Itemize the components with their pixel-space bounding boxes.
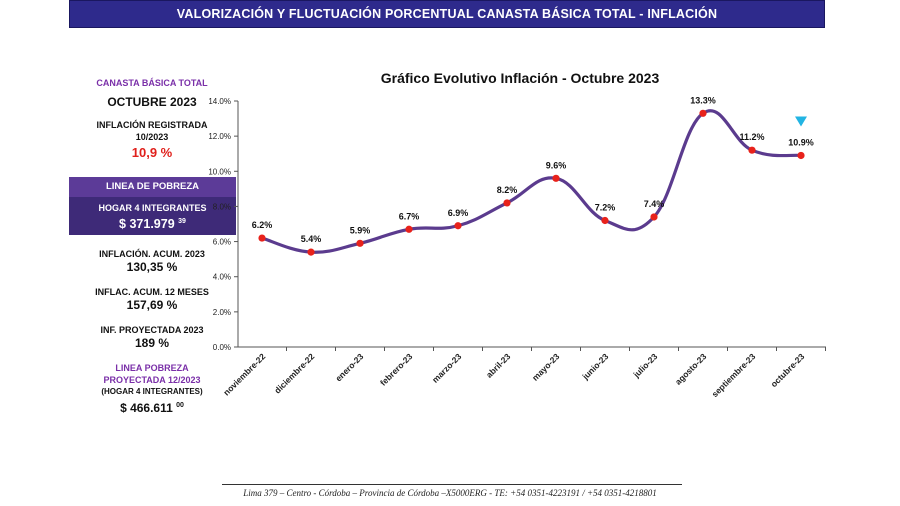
- y-tick-label: 6.0%: [213, 238, 231, 247]
- data-label: 7.4%: [644, 199, 665, 209]
- y-tick-label: 10.0%: [208, 167, 231, 176]
- summary-sidebar: CANASTA BÁSICA TOTAL OCTUBRE 2023 INFLAC…: [62, 68, 242, 160]
- report-banner: VALORIZACIÓN Y FLUCTUACIÓN PORCENTUAL CA…: [69, 0, 825, 28]
- data-label: 7.2%: [595, 202, 616, 212]
- inflation-value: 10,9 %: [131, 145, 173, 160]
- y-tick-label: 12.0%: [208, 132, 231, 141]
- data-point: [552, 174, 560, 182]
- data-label: 5.9%: [350, 225, 371, 235]
- poverty-household: HOGAR 4 INTEGRANTES: [98, 203, 207, 213]
- data-label: 9.6%: [546, 160, 567, 170]
- data-label: 11.2%: [739, 132, 764, 142]
- footer-divider: [222, 484, 682, 485]
- inflation-label: INFLACIÓN REGISTRADA: [96, 120, 208, 130]
- proj-poverty-line2: PROYECTADA 12/2023: [103, 375, 201, 385]
- poverty-line-box: LINEA DE POBREZA HOGAR 4 INTEGRANTES $ 3…: [69, 177, 236, 235]
- footer-address: Lima 379 – Centro - Córdoba – Provincia …: [243, 488, 657, 498]
- x-tick-label: octubre-23: [769, 351, 807, 389]
- poverty-title: LINEA DE POBREZA: [69, 177, 236, 197]
- data-label: 6.2%: [252, 220, 273, 230]
- data-label: 5.4%: [301, 234, 322, 244]
- y-tick-label: 8.0%: [213, 202, 231, 211]
- data-label: 6.9%: [448, 208, 469, 218]
- poverty-value: $ 371.979 39: [119, 217, 186, 232]
- data-label: 13.3%: [690, 95, 716, 105]
- data-point: [405, 225, 413, 233]
- x-tick-label: junio-23: [580, 351, 611, 382]
- accum-value: 130,35 %: [126, 260, 178, 274]
- projected-label: INF. PROYECTADA 2023: [100, 325, 204, 335]
- x-tick-label: febrero-23: [378, 351, 415, 388]
- data-point: [356, 239, 364, 247]
- x-tick-label: mayo-23: [530, 351, 562, 383]
- accum-label: INFLACIÓN. ACUM. 2023: [99, 249, 205, 259]
- data-point: [601, 216, 609, 225]
- projected-value: 189 %: [134, 336, 170, 350]
- data-point: [503, 199, 511, 207]
- y-tick-label: 0.0%: [213, 343, 231, 352]
- x-tick-label: enero-23: [333, 351, 365, 383]
- accum12-label: INFLAC. ACUM. 12 MESES: [95, 287, 209, 297]
- x-tick-label: julio-23: [631, 351, 660, 380]
- x-tick-label: septiembre-23: [710, 351, 758, 399]
- proj-poverty-cents: 00: [176, 402, 184, 409]
- proj-poverty-value: $ 466.611 00: [120, 401, 184, 415]
- inflation-series-line: [261, 109, 802, 254]
- x-tick-label: diciembre-22: [272, 351, 316, 395]
- data-point: [650, 213, 658, 221]
- x-tick-label: noviembre-22: [221, 351, 267, 397]
- basket-heading: CANASTA BÁSICA TOTAL: [96, 78, 208, 88]
- inflation-period: 10/2023: [135, 132, 169, 142]
- y-tick-label: 2.0%: [213, 308, 231, 317]
- data-point: [797, 151, 805, 160]
- data-point: [258, 234, 266, 242]
- month-label: OCTUBRE 2023: [107, 95, 197, 109]
- x-tick-label: agosto-23: [673, 351, 709, 387]
- accum12-value: 157,69 %: [126, 298, 178, 312]
- data-label: 10.9%: [788, 137, 814, 147]
- poverty-cents: 39: [178, 218, 186, 225]
- x-tick-label: marzo-23: [430, 351, 464, 385]
- data-point: [748, 146, 756, 154]
- data-point: [699, 109, 707, 117]
- data-label: 6.7%: [399, 211, 420, 221]
- proj-poverty-household: (HOGAR 4 INTEGRANTES): [101, 387, 203, 396]
- data-point: [307, 248, 315, 256]
- y-tick-label: 14.0%: [208, 97, 231, 106]
- summary-sidebar-lower: INFLACIÓN. ACUM. 2023 130,35 % INFLAC. A…: [62, 248, 242, 416]
- data-label: 8.2%: [497, 185, 518, 195]
- x-tick-label: abril-23: [484, 351, 513, 380]
- data-point: [454, 222, 462, 230]
- y-tick-label: 4.0%: [213, 273, 231, 282]
- proj-poverty-line1: LINEA POBREZA: [115, 363, 189, 373]
- chart-title: Gráfico Evolutivo Inflación - Octubre 20…: [380, 70, 660, 86]
- down-triangle-icon: [795, 116, 807, 127]
